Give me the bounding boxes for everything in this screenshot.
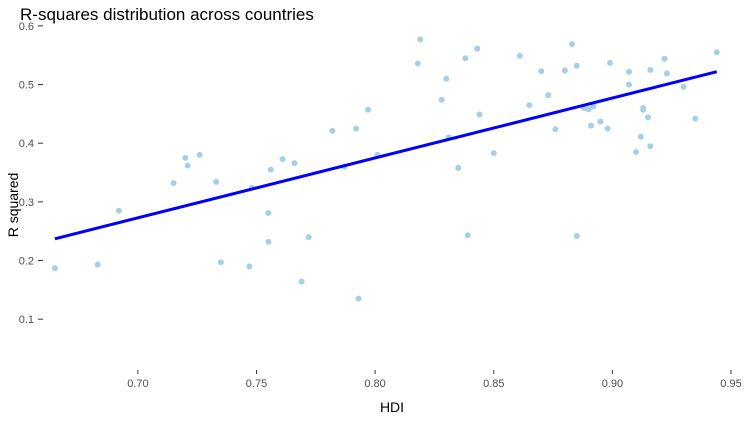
- data-point: [490, 150, 497, 157]
- data-point: [604, 125, 611, 132]
- data-point: [184, 162, 191, 169]
- data-point: [455, 164, 462, 171]
- data-point: [279, 156, 286, 163]
- y-tick-label: 0.1: [19, 314, 34, 326]
- x-tick-label: 0.95: [720, 378, 741, 390]
- data-point: [647, 66, 654, 73]
- data-point: [633, 149, 640, 155]
- x-axis-label: HDI: [380, 399, 404, 415]
- data-point: [265, 238, 272, 245]
- data-point: [170, 180, 177, 187]
- data-point: [626, 68, 632, 75]
- data-point: [626, 81, 632, 88]
- x-tick-label: 0.80: [364, 378, 385, 390]
- data-point: [663, 70, 670, 77]
- y-axis: 0.1 0.2 0.3 0.4 0.5 0.6: [19, 21, 43, 326]
- data-point: [196, 151, 203, 158]
- data-point: [680, 83, 687, 90]
- data-point: [329, 127, 336, 134]
- data-point: [462, 55, 469, 62]
- data-point: [474, 45, 481, 52]
- data-point: [607, 59, 613, 66]
- data-point: [51, 265, 58, 272]
- data-point: [414, 60, 421, 67]
- data-point: [569, 41, 575, 48]
- data-point: [573, 232, 580, 239]
- data-point: [561, 67, 568, 74]
- trend-line: [54, 70, 718, 241]
- data-point: [438, 96, 445, 103]
- data-point: [443, 75, 450, 82]
- data-point: [115, 207, 122, 214]
- x-axis: 0.70 0.75 0.80 0.85 0.90 0.95: [127, 370, 742, 390]
- data-point: [213, 178, 220, 185]
- y-tick-label: 0.3: [19, 197, 34, 209]
- data-point: [637, 133, 644, 140]
- data-point: [464, 232, 471, 239]
- data-point: [588, 122, 594, 129]
- y-tick-label: 0.2: [19, 256, 34, 268]
- y-tick-label: 0.4: [19, 138, 34, 150]
- data-point: [305, 234, 312, 241]
- data-point: [585, 106, 592, 113]
- data-point: [645, 114, 651, 121]
- data-point: [291, 160, 298, 167]
- data-point: [661, 55, 668, 62]
- data-point: [516, 52, 523, 59]
- x-tick-label: 0.90: [602, 378, 623, 390]
- data-point: [590, 103, 597, 110]
- data-point: [298, 278, 305, 285]
- data-point: [353, 125, 360, 132]
- data-point: [265, 210, 272, 216]
- y-tick-label: 0.6: [19, 21, 34, 33]
- data-point: [94, 261, 101, 268]
- chart-title: R-squares distribution across countries: [20, 5, 314, 24]
- data-point: [182, 154, 189, 161]
- data-point: [552, 126, 559, 133]
- data-point: [538, 68, 545, 75]
- data-point: [217, 259, 224, 266]
- data-point: [417, 36, 424, 43]
- data-point: [647, 143, 654, 150]
- data-point: [573, 62, 580, 69]
- data-point: [246, 263, 253, 270]
- data-point: [597, 118, 604, 125]
- data-point: [267, 166, 274, 173]
- data-point: [545, 92, 552, 99]
- data-point: [365, 106, 371, 113]
- x-tick-label: 0.75: [246, 378, 267, 390]
- y-tick-label: 0.5: [19, 80, 34, 92]
- trend-line-layer: [54, 70, 718, 241]
- y-axis-label: R squared: [5, 173, 21, 238]
- x-tick-label: 0.85: [483, 378, 504, 390]
- data-point: [476, 111, 483, 118]
- data-point: [355, 295, 362, 302]
- data-point: [692, 115, 699, 122]
- x-tick-label: 0.70: [127, 378, 148, 390]
- data-point: [713, 49, 720, 56]
- points-layer: [51, 36, 720, 302]
- data-point: [526, 102, 533, 109]
- data-point: [640, 106, 647, 113]
